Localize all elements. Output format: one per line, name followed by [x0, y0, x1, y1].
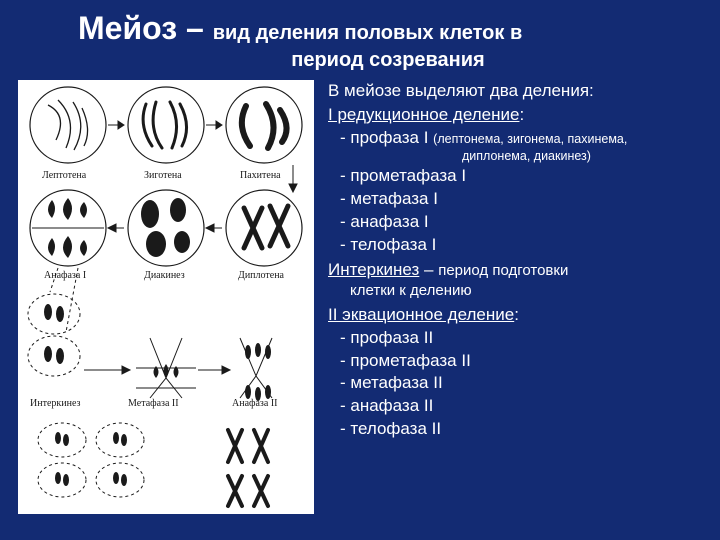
title: Мейоз – вид деления половых клеток в пер… [18, 10, 698, 72]
sec2-h: II эквационное деление [328, 305, 514, 324]
title-line-1: Мейоз – вид деления половых клеток в [78, 10, 698, 47]
sec1-item-1: - прометафаза I [340, 165, 698, 187]
title-main: Мейоз [78, 10, 177, 46]
sec1-prof-detail-b: диплонема, диакинез) [462, 148, 698, 164]
sec1-i0-text: - профаза I [340, 128, 433, 147]
meiosis-diagram: Лептотена Зиготена Пахитена [18, 80, 314, 514]
interk-d2: клетки к делению [350, 281, 698, 300]
sec1-h: I редукционное деление [328, 105, 519, 124]
lbl-interkinez: Интеркинез [30, 398, 81, 409]
lbl-anafaza1: Анафаза I [44, 270, 86, 281]
lbl-diplotena: Диплотена [238, 270, 285, 281]
diagram-column: Лептотена Зиготена Пахитена [18, 80, 314, 514]
intro-text: В мейозе выделяют два деления: [328, 80, 698, 102]
title-sub1: вид деления половых клеток в [213, 22, 523, 44]
sec1-item-2: - метафаза I [340, 188, 698, 210]
sec1-list: - профаза I (лептонема, зигонема, пахине… [340, 127, 698, 256]
text-column: В мейозе выделяют два деления: I редукци… [328, 80, 698, 440]
sec2-list: - профаза II - прометафаза II - метафаза… [340, 327, 698, 440]
section-1-heading: I редукционное деление: [328, 104, 698, 126]
sec1-item-3: - анафаза I [340, 211, 698, 233]
sec2-item-2: - метафаза II [340, 372, 698, 394]
sec2-item-1: - прометафаза II [340, 350, 698, 372]
lbl-anafaza2: Анафаза II [232, 398, 277, 409]
sec2-colon: : [514, 305, 519, 324]
interkinesis-line: Интеркинез – период подготовки [328, 259, 698, 281]
lbl-zigotena: Зиготена [144, 170, 182, 181]
sec1-prof-detail-a: (лептонема, зигонема, пахинема, [433, 132, 627, 146]
lbl-pahitena: Пахитена [240, 170, 281, 181]
sec2-item-0: - профаза II [340, 327, 698, 349]
sec1-item-4: - телофаза I [340, 234, 698, 256]
sec2-item-4: - телофаза II [340, 418, 698, 440]
interk-d1: период подготовки [438, 262, 568, 279]
lbl-leptotena: Лептотена [42, 170, 87, 181]
interk-h: Интеркинез [328, 260, 419, 279]
sec2-item-3: - анафаза II [340, 395, 698, 417]
sec1-item-0: - профаза I (лептонема, зигонема, пахине… [340, 127, 698, 165]
sec1-colon: : [519, 105, 524, 124]
lbl-diakinez: Диакинез [144, 270, 185, 281]
title-line-2: период созревания [78, 49, 698, 72]
section-2-heading: II эквационное деление: [328, 304, 698, 326]
interk-dash: – [419, 260, 438, 279]
title-dash: – [177, 10, 213, 46]
lbl-metafaza2: Метафаза II [128, 398, 179, 409]
